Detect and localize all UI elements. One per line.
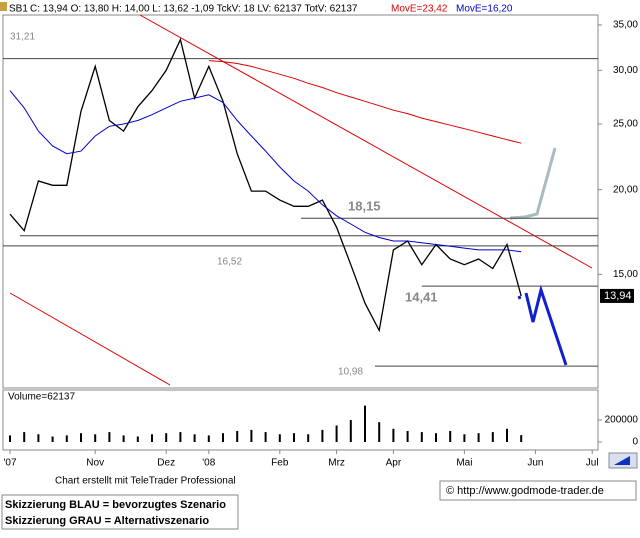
volume-bar <box>264 432 267 442</box>
y-tick-label: 20,00 <box>613 184 638 195</box>
volume-panel <box>2 389 599 451</box>
volume-bar <box>222 433 224 442</box>
volume-bar <box>165 433 168 442</box>
level-label: 16,52 <box>217 257 242 268</box>
y-tick-label: 25,00 <box>613 119 638 130</box>
level-label: 18,15 <box>348 198 381 213</box>
volume-bar <box>151 434 153 442</box>
moving-average <box>9 90 522 253</box>
volume-bar <box>37 434 40 442</box>
x-tick-label: Mrz <box>328 458 345 469</box>
level-label: 10,98 <box>338 367 363 378</box>
volume-bar <box>392 428 395 442</box>
legend-blue: Skizzierung BLAU = bevorzugtes Szenario <box>5 499 226 511</box>
volume-bar <box>122 435 125 442</box>
y-tick-label: 30,00 <box>613 65 638 76</box>
volume-title: Volume=62137 <box>8 392 75 403</box>
level-label: 14,41 <box>405 289 438 304</box>
volume-bar <box>51 436 54 442</box>
volume-bar <box>378 422 381 442</box>
price-panel <box>2 14 599 389</box>
y-tick-label: 0 <box>632 437 638 448</box>
volume-bar <box>278 434 281 442</box>
volume-bar <box>236 430 239 442</box>
ma-legend: MovE=23,42 <box>391 4 448 15</box>
source-box <box>439 480 637 501</box>
level-label: 31,21 <box>10 32 35 43</box>
volume-bar <box>65 435 68 442</box>
volume-bar <box>477 433 480 442</box>
gray-scenario <box>509 147 557 220</box>
volume-bar <box>435 433 437 442</box>
volume-bar <box>335 425 338 442</box>
icon <box>0 2 7 11</box>
source: © http://www.godmode-trader.de <box>446 485 604 497</box>
ma-legend: MovE=16,20 <box>456 4 513 15</box>
volume-bar <box>491 432 494 442</box>
volume-bar <box>179 432 182 442</box>
volume-bar <box>9 435 11 442</box>
x-tick-label: Jul <box>586 458 599 469</box>
volume-bar <box>349 419 352 442</box>
trend-line <box>139 14 593 269</box>
symbol: SB1 <box>9 4 28 15</box>
trend-line <box>9 292 171 386</box>
x-tick-label: Mai <box>456 458 472 469</box>
credit: Chart erstellt mit TeleTrader Profession… <box>55 476 236 487</box>
volume-bar <box>250 429 253 442</box>
volume-bar <box>321 429 324 442</box>
y-tick-label: 15,00 <box>613 269 638 280</box>
x-tick-label: Nov <box>86 458 104 469</box>
x-tick-label: '08 <box>202 458 215 469</box>
volume-bar <box>80 433 82 442</box>
last-value-box <box>600 288 634 303</box>
x-tick-label: Dez <box>157 458 175 469</box>
volume-bar <box>463 434 466 442</box>
moving-average <box>208 60 522 144</box>
x-tick-label: '07 <box>3 458 16 469</box>
volume-bar <box>23 432 26 442</box>
x-tick-label: Apr <box>386 458 402 469</box>
y-tick-label: 200000 <box>605 415 639 426</box>
volume-bar <box>406 430 409 442</box>
volume-bar <box>506 428 508 442</box>
volume-bar <box>207 435 210 442</box>
volume-bar <box>193 434 196 442</box>
y-tick-label: 35,00 <box>613 20 638 31</box>
legend-gray: Skizzierung GRAU = Alternativszenario <box>5 515 209 527</box>
volume-bar <box>293 433 295 442</box>
legend-box <box>1 494 239 530</box>
volume-bar <box>307 434 310 442</box>
last-value-label: 13,94 <box>604 290 632 302</box>
button-icon <box>614 456 630 465</box>
volume-bar <box>420 432 423 442</box>
x-tick-label: Feb <box>271 458 289 469</box>
volume-bar <box>449 430 452 442</box>
blue-scenario <box>517 284 568 366</box>
volume-bar <box>364 405 366 442</box>
volume-bar <box>136 436 139 442</box>
volume-bar <box>108 432 111 442</box>
x-tick-label: Jun <box>527 458 543 469</box>
volume-bar <box>520 435 523 442</box>
volume-bar <box>94 434 97 442</box>
quote: C: 13,94 O: 13,80 H: 14,00 L: 13,62 -1,0… <box>30 4 358 15</box>
